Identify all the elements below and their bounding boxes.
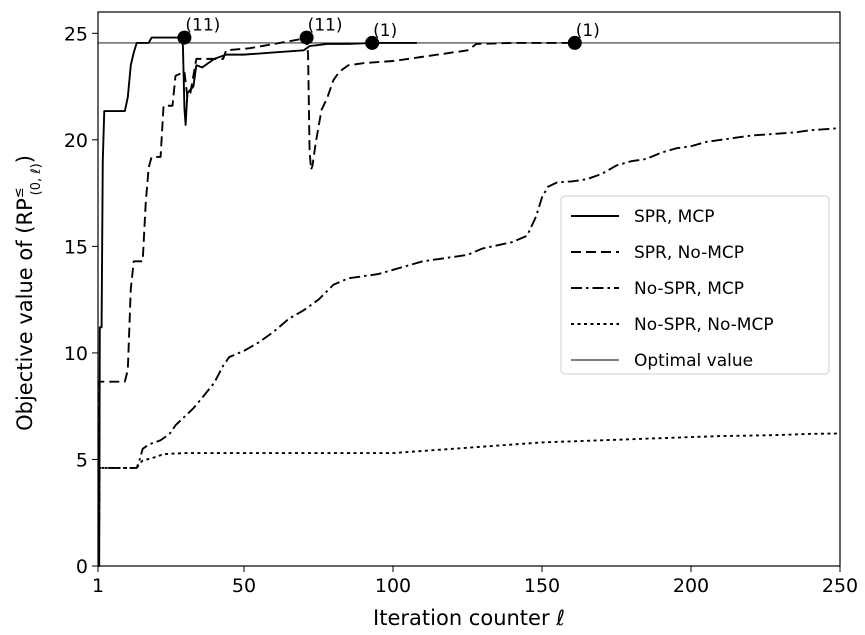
y-axis-label-close: ) bbox=[13, 155, 37, 163]
series-line-1 bbox=[97, 36, 575, 567]
x-axis-label: Iteration counter ℓ bbox=[373, 606, 565, 630]
y-axis-label-superscript: ≤ bbox=[12, 187, 27, 198]
legend: SPR, MCP SPR, No-MCP No-SPR, MCP No-SPR, No… bbox=[560, 195, 830, 375]
y-axis-label: Objective value of (RP≤ (0, ℓ)) bbox=[12, 155, 44, 431]
x-tick-label-0: 1 bbox=[92, 575, 104, 597]
plot-frame bbox=[97, 11, 841, 567]
annotation-label-3: (1) bbox=[576, 21, 600, 41]
y-tick-label-3: 15 bbox=[64, 236, 88, 258]
y-tick-label-5: 25 bbox=[64, 23, 88, 45]
x-axis-ticks: 1 50 100 150 200 250 bbox=[92, 566, 858, 597]
annotations: (11) (11) (1) (1) bbox=[185, 16, 599, 41]
annotation-label-1: (11) bbox=[308, 16, 343, 36]
marker-point-1 bbox=[299, 30, 314, 45]
y-tick-label-0: 0 bbox=[76, 556, 88, 578]
series-line-2 bbox=[97, 127, 841, 567]
x-tick-label-4: 200 bbox=[673, 575, 709, 597]
y-tick-label-4: 20 bbox=[64, 130, 88, 152]
marker-point-0 bbox=[177, 30, 192, 45]
series-line-3 bbox=[97, 432, 841, 567]
legend-label-0: SPR, MCP bbox=[634, 207, 714, 227]
svg-text:Objective value of (RP≤(0, ℓ)): Objective value of (RP≤ (0, ℓ)) bbox=[12, 155, 44, 431]
x-tick-label-1: 50 bbox=[232, 575, 256, 597]
legend-box bbox=[560, 195, 830, 375]
annotation-label-0: (11) bbox=[185, 16, 220, 36]
y-tick-label-1: 5 bbox=[76, 449, 88, 471]
series-line-0 bbox=[98, 36, 417, 567]
marker-point-2 bbox=[365, 35, 380, 50]
y-tick-label-2: 10 bbox=[64, 343, 88, 365]
point-markers bbox=[177, 30, 582, 50]
x-tick-label-5: 250 bbox=[822, 575, 858, 597]
legend-label-1: SPR, No-MCP bbox=[634, 243, 744, 263]
marker-point-3 bbox=[567, 35, 582, 50]
annotation-label-2: (1) bbox=[373, 21, 397, 41]
x-tick-label-3: 150 bbox=[524, 575, 560, 597]
y-axis-ticks: 0 5 10 15 20 25 bbox=[64, 23, 98, 578]
legend-label-3: No-SPR, No-MCP bbox=[634, 315, 774, 335]
legend-label-2: No-SPR, MCP bbox=[634, 279, 744, 299]
y-axis-label-main: Objective value of (RP bbox=[13, 198, 37, 431]
legend-label-4: Optimal value bbox=[634, 351, 753, 371]
plot-lines bbox=[97, 36, 841, 567]
y-axis-label-subscript: (0, ℓ) bbox=[29, 163, 44, 195]
x-tick-label-2: 100 bbox=[375, 575, 411, 597]
